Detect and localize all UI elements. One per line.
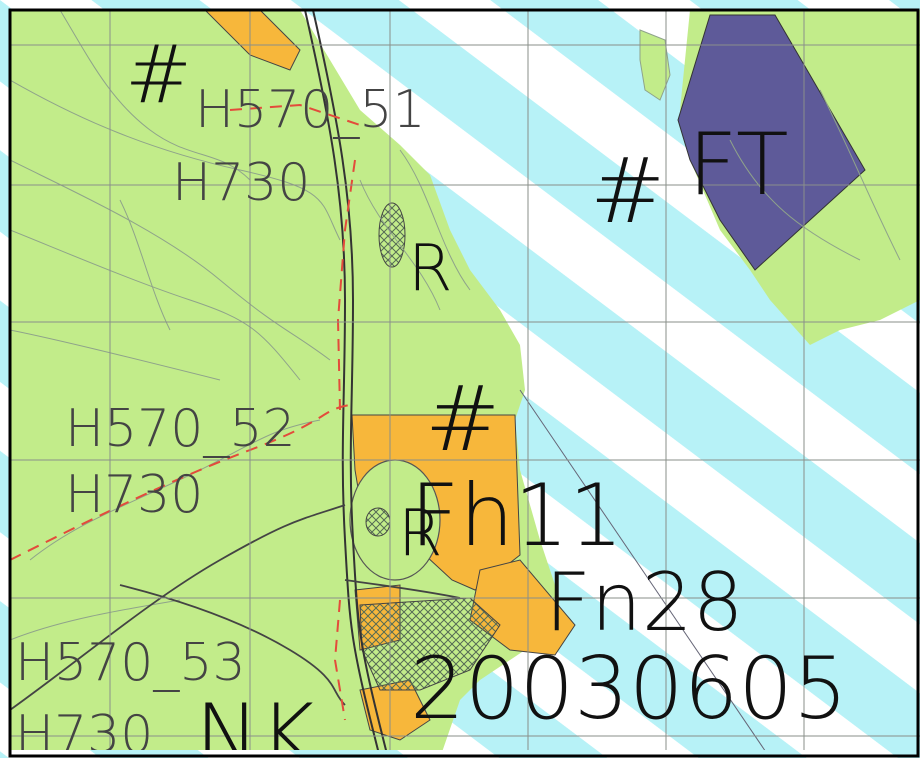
label-r-center: R [398,497,442,571]
label-hash-center: # [425,367,500,472]
label-fh11: Fh11 [410,466,623,566]
dashed-boundary [10,103,361,721]
map-border [8,8,920,758]
label-h570-53: H570_53 [15,633,246,693]
ft-zone [677,14,866,271]
label-nk: NK [195,686,316,758]
hatched-oval-icon [365,507,391,537]
label-fn28: Fn28 [545,556,744,649]
label-h730-b: H730 [65,465,203,525]
orange-zone-top [204,10,301,71]
label-h730-a: H730 [172,153,310,213]
map-grid [10,10,920,750]
label-ft: FT [688,115,789,215]
diagonal-line [519,389,766,750]
label-code: 20030605 [410,639,848,739]
label-h730-c: H730 [15,705,153,758]
label-h570-52: H570_52 [65,399,296,459]
main-road [304,10,388,750]
label-hash-ft: # [590,139,665,244]
label-h570-51: H570_51 [195,80,426,140]
label-r-top: R [408,232,452,306]
land-island-top [639,29,671,101]
label-hash-top-left: # [125,28,192,121]
